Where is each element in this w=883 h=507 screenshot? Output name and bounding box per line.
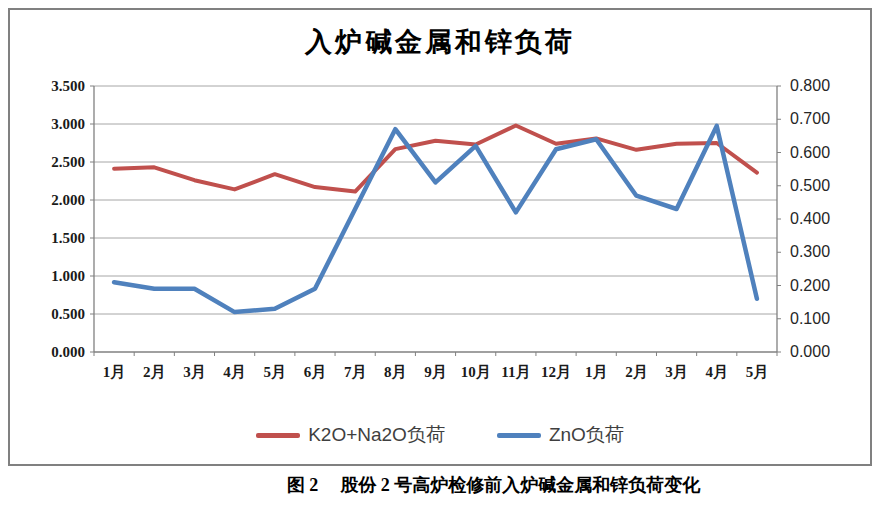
svg-text:0.000: 0.000 <box>51 344 85 360</box>
figure-caption-text: 股份 2 号高炉检修前入炉碱金属和锌负荷变化 <box>340 475 700 495</box>
svg-text:11月: 11月 <box>501 364 530 380</box>
svg-text:10月: 10月 <box>461 364 491 380</box>
svg-text:0.500: 0.500 <box>790 177 830 194</box>
svg-text:1.000: 1.000 <box>51 268 85 284</box>
svg-text:0.600: 0.600 <box>790 144 830 161</box>
legend-label-k2o-na2o: K2O+Na2O负荷 <box>308 422 445 448</box>
figure-caption: 图 2 股份 2 号高炉检修前入炉碱金属和锌负荷变化 <box>0 473 883 497</box>
svg-text:5月: 5月 <box>264 364 287 380</box>
svg-text:9月: 9月 <box>424 364 447 380</box>
red-line-swatch-icon <box>256 433 300 438</box>
blue-line-swatch-icon <box>497 433 541 438</box>
svg-text:3.500: 3.500 <box>51 78 85 94</box>
page: 入炉碱金属和锌负荷 3.5003.0002.5002.0001.5001.000… <box>0 0 883 507</box>
svg-text:2.500: 2.500 <box>51 154 85 170</box>
legend-item-k2o-na2o: K2O+Na2O负荷 <box>256 422 445 448</box>
svg-text:2.000: 2.000 <box>51 192 85 208</box>
svg-text:0.000: 0.000 <box>790 343 830 360</box>
svg-text:0.400: 0.400 <box>790 210 830 227</box>
svg-text:4月: 4月 <box>223 364 246 380</box>
svg-text:1.500: 1.500 <box>51 230 85 246</box>
legend-label-zno: ZnO负荷 <box>549 422 624 448</box>
svg-text:12月: 12月 <box>541 364 571 380</box>
svg-text:5月: 5月 <box>746 364 769 380</box>
svg-text:0.100: 0.100 <box>790 310 830 327</box>
line-chart-plot-area: 3.500 3.000 2.500 2.000 1.500 1.000 0.500 0.000… <box>10 10 870 464</box>
svg-text:3月: 3月 <box>183 364 206 380</box>
svg-text:3月: 3月 <box>665 364 688 380</box>
svg-text:0.200: 0.200 <box>790 277 830 294</box>
figure-number: 图 2 <box>287 475 319 495</box>
svg-text:7月: 7月 <box>344 364 367 380</box>
svg-text:3.000: 3.000 <box>51 116 85 132</box>
svg-text:8月: 8月 <box>384 364 407 380</box>
svg-text:1月: 1月 <box>103 364 126 380</box>
svg-text:0.800: 0.800 <box>790 77 830 94</box>
svg-text:6月: 6月 <box>304 364 327 380</box>
svg-text:4月: 4月 <box>705 364 728 380</box>
chart-legend: K2O+Na2O负荷 ZnO负荷 <box>10 422 870 448</box>
chart-frame: 入炉碱金属和锌负荷 3.5003.0002.5002.0001.5001.000… <box>8 8 872 466</box>
svg-text:2月: 2月 <box>143 364 166 380</box>
svg-text:0.500: 0.500 <box>51 306 85 322</box>
legend-item-zno: ZnO负荷 <box>497 422 624 448</box>
svg-text:2月: 2月 <box>625 364 648 380</box>
svg-text:0.700: 0.700 <box>790 110 830 127</box>
svg-text:0.300: 0.300 <box>790 243 830 260</box>
svg-text:1月: 1月 <box>585 364 608 380</box>
